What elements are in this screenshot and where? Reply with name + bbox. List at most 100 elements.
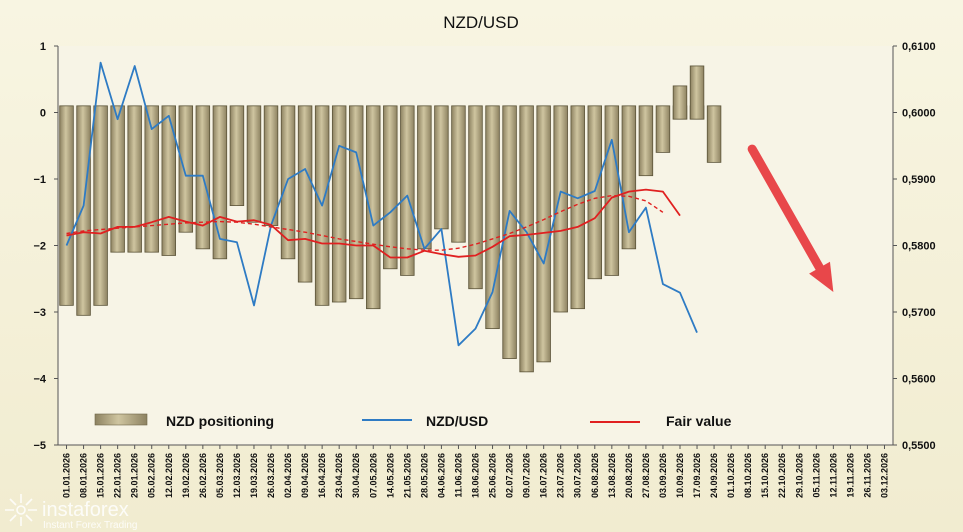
legend: NZD positioning NZD/USD Fair value (94, 413, 732, 429)
x-tick-label: 19.02.2026 (181, 453, 191, 498)
positioning-bar (161, 105, 176, 256)
positioning-bar (485, 105, 500, 330)
left-tick-label: −2 (33, 241, 46, 253)
left-tick-label: 1 (40, 41, 46, 53)
x-tick-label: 26.03.2026 (266, 453, 276, 498)
x-tick-label: 17.09.2026 (692, 453, 702, 498)
right-tick-label: 0,5700 (902, 307, 936, 319)
x-tick-label: 15.10.2026 (760, 453, 770, 498)
positioning-bar (127, 105, 142, 253)
x-tick-label: 21.05.2026 (402, 453, 412, 498)
positioning-bar (331, 105, 347, 303)
x-tick-label: 16.07.2026 (539, 453, 549, 498)
x-tick-label: 28.05.2026 (419, 453, 429, 498)
x-tick-label: 24.09.2026 (709, 453, 719, 498)
x-tick-label: 04.06.2026 (436, 453, 446, 498)
positioning-bar (93, 105, 108, 306)
positioning-bar (553, 105, 568, 313)
x-tick-label: 02.04.2026 (283, 453, 293, 498)
x-tick-label: 11.06.2026 (453, 453, 463, 498)
x-tick-label: 05.11.2026 (811, 453, 821, 498)
x-tick-label: 13.08.2026 (607, 453, 617, 498)
positioning-bar (383, 105, 398, 270)
x-tick-label: 01.10.2026 (726, 453, 736, 498)
positioning-bar (144, 105, 159, 253)
positioning-bar (638, 105, 654, 177)
positioning-bar (297, 105, 313, 283)
x-tick-label: 26.11.2026 (862, 453, 872, 498)
positioning-bar (672, 85, 688, 120)
x-tick-label: 26.02.2026 (198, 453, 208, 498)
x-tick-label: 03.09.2026 (658, 453, 668, 498)
legend-swatch-positioning (94, 413, 148, 426)
x-tick-label: 09.07.2026 (522, 453, 532, 498)
x-tick-label: 18.06.2026 (471, 453, 481, 498)
positioning-bar (451, 105, 466, 243)
x-tick-label: 29.01.2026 (130, 453, 140, 498)
legend-label-positioning: NZD positioning (166, 413, 274, 429)
axes: 1 0 −1 −2 −3 −4 −5 0,6100 0,6000 0,5900 0,5800 0,57… (33, 41, 935, 498)
brand-logo: instaforex Instant Forex Trading (5, 494, 138, 531)
chart-title: NZD/USD (443, 13, 519, 32)
positioning-bar (59, 105, 74, 306)
positioning-bar (468, 105, 483, 290)
left-tick-label: −4 (33, 374, 46, 386)
positioning-bar (502, 105, 517, 359)
x-tick-label: 08.10.2026 (743, 453, 753, 498)
x-tick-label: 30.04.2026 (351, 453, 361, 498)
logo-mark-icon (5, 494, 37, 526)
brand-name: instaforex (42, 499, 129, 521)
x-tick-label: 01.01.2026 (62, 453, 72, 498)
x-tick-label: 15.01.2026 (96, 453, 106, 498)
legend-label-fair-value: Fair value (666, 413, 732, 429)
x-tick-label: 27.08.2026 (641, 453, 651, 498)
right-tick-label: 0,5600 (902, 374, 936, 386)
positioning-bar (570, 105, 585, 310)
right-tick-label: 0,5900 (902, 174, 936, 186)
left-tick-label: 0 (40, 108, 46, 120)
positioning-bar (348, 105, 364, 300)
x-tick-label: 22.10.2026 (777, 453, 787, 498)
forecast-arrow (747, 144, 834, 293)
x-tick-label: 19.03.2026 (249, 453, 259, 498)
x-tick-label: 14.05.2026 (385, 453, 395, 498)
x-tick-label: 12.03.2026 (232, 453, 242, 498)
x-tick-label: 12.11.2026 (828, 453, 838, 498)
x-tick-label: 25.06.2026 (488, 453, 498, 498)
positioning-bar (178, 105, 194, 233)
x-tick-label: 20.08.2026 (624, 453, 634, 498)
legend-label-nzdusd: NZD/USD (426, 413, 488, 429)
positioning-bar (400, 105, 415, 276)
brand-tagline: Instant Forex Trading (43, 520, 138, 531)
x-tick-label: 12.02.2026 (164, 453, 174, 498)
positioning-bars (59, 65, 722, 373)
positioning-bar (706, 105, 722, 163)
positioning-bar (110, 105, 125, 253)
positioning-bar (417, 105, 432, 250)
positioning-bar (263, 105, 279, 226)
positioning-bar (519, 105, 534, 373)
x-tick-label: 16.04.2026 (317, 453, 327, 498)
x-tick-label: 22.01.2026 (113, 453, 123, 498)
x-tick-label: 19.11.2026 (845, 453, 855, 498)
positioning-bar (280, 105, 296, 260)
positioning-bar (246, 105, 262, 223)
x-tick-label: 05.02.2026 (147, 453, 157, 498)
right-tick-label: 0,5800 (902, 241, 936, 253)
x-tick-label: 30.07.2026 (573, 453, 583, 498)
left-tick-label: −5 (33, 440, 46, 452)
positioning-bar (689, 65, 705, 120)
x-tick-label: 02.07.2026 (505, 453, 515, 498)
forecast-arrow-shaft (747, 144, 825, 273)
series-lines (65, 61, 698, 347)
right-tick-label: 0,6100 (902, 41, 936, 53)
x-tick-label: 10.09.2026 (675, 453, 685, 498)
x-tick-label: 23.07.2026 (556, 453, 566, 498)
x-tick-label: 05.03.2026 (215, 453, 225, 498)
x-tick-label: 07.05.2026 (368, 453, 378, 498)
forecast-arrow-head (809, 261, 834, 293)
x-tick-label: 06.08.2026 (590, 453, 600, 498)
positioning-bar (587, 105, 603, 280)
x-tick-label: 08.01.2026 (79, 453, 89, 498)
positioning-bar (229, 105, 245, 206)
